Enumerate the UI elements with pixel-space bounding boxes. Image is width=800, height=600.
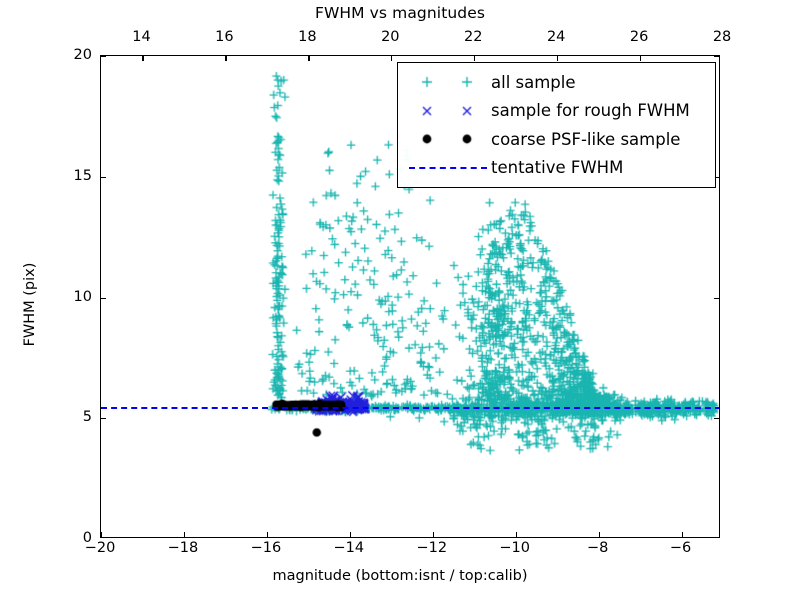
x-tick-bottom	[598, 532, 600, 537]
legend-label: all sample	[491, 72, 576, 92]
x-tick-top	[308, 56, 310, 61]
y-ticklabel: 10	[73, 288, 92, 305]
plus-icon	[458, 73, 476, 92]
x-tick-top	[474, 56, 476, 61]
x-ticklabel-top: 28	[712, 29, 732, 45]
y-axis-label: FWHM (pix)	[22, 262, 38, 347]
y-tick-left	[101, 297, 106, 299]
x-ticklabel-bottom: −8	[586, 540, 609, 556]
tentative-fwhm-line	[101, 407, 719, 410]
x-ticklabel-bottom: −16	[250, 540, 282, 556]
y-tick-right	[714, 297, 719, 299]
legend-item-3[interactable]: coarse PSF-like sample	[398, 125, 715, 154]
x-ticklabel-bottom: −12	[416, 540, 448, 556]
x-ticklabel-bottom: −10	[499, 540, 531, 556]
cross-icon	[418, 101, 436, 120]
x-tick-top	[640, 56, 642, 61]
x-ticklabel-bottom: −6	[669, 540, 692, 556]
x-tick-top	[557, 56, 559, 61]
x-tick-bottom	[349, 532, 352, 537]
x-ticklabel-bottom: −14	[333, 540, 365, 556]
x-tick-top	[225, 56, 227, 61]
legend-item-1[interactable]: all sample	[398, 68, 715, 97]
x-tick-bottom	[432, 532, 434, 537]
dashed-line-icon	[409, 166, 487, 169]
x-tick-bottom	[183, 532, 186, 537]
y-tick-left	[101, 176, 106, 178]
x-axis-label: magnitude (bottom:isnt / top:calib)	[272, 568, 528, 584]
x-ticklabel-top: 20	[381, 29, 400, 45]
dashed-line-icon	[405, 157, 491, 179]
plus-icon	[405, 71, 491, 93]
cross-icon	[405, 100, 491, 122]
x-ticklabel-top: 22	[464, 29, 483, 45]
legend[interactable]: all sample sample for rough FWHM coarse PS…	[397, 62, 716, 188]
legend-label: tentative FWHM	[491, 158, 624, 178]
x-tick-bottom	[266, 532, 269, 537]
x-ticklabel-top: 14	[132, 29, 151, 45]
x-tick-top	[142, 56, 144, 61]
legend-item-2[interactable]: sample for rough FWHM	[398, 97, 715, 126]
cross-icon	[458, 101, 476, 120]
y-tick-right	[714, 56, 719, 58]
circle-icon	[458, 130, 476, 149]
legend-item-4[interactable]: tentative FWHM	[398, 154, 715, 183]
y-ticklabel: 0	[82, 530, 92, 546]
x-tick-bottom	[101, 532, 103, 537]
y-ticklabel: 5	[82, 409, 92, 426]
page-title: FWHM vs magnitudes	[314, 4, 486, 22]
y-tick-right	[714, 418, 719, 420]
x-ticklabel-bottom: −18	[167, 540, 199, 556]
x-tick-top	[391, 56, 393, 61]
legend-label: sample for rough FWHM	[491, 101, 690, 121]
circle-icon	[405, 128, 491, 150]
circle-icon	[418, 130, 436, 149]
legend-label: coarse PSF-like sample	[491, 129, 681, 149]
x-ticklabel-top: 16	[215, 29, 234, 45]
x-tick-bottom	[515, 532, 517, 537]
x-tick-bottom	[681, 532, 683, 537]
y-ticklabel: 20	[73, 47, 92, 63]
x-ticklabel-top: 24	[546, 29, 566, 45]
y-tick-left	[101, 418, 106, 420]
x-ticklabel-top: 26	[629, 29, 649, 45]
y-ticklabel: 15	[73, 167, 92, 184]
y-tick-left	[101, 56, 106, 58]
x-ticklabel-bottom: −20	[84, 540, 116, 556]
y-tick-right	[714, 176, 719, 178]
plus-icon	[418, 73, 436, 92]
x-ticklabel-top: 18	[298, 29, 317, 45]
